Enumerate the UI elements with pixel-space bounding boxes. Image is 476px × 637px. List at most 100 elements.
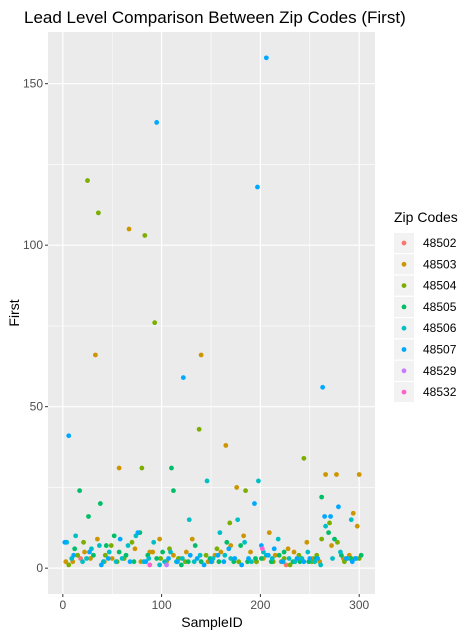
data-point-48503: [350, 510, 356, 516]
y-tick-label: 0: [36, 561, 43, 575]
x-axis-ticks: 0 100 200 300: [59, 594, 370, 612]
data-point-48532: [259, 546, 265, 552]
data-point-48503: [126, 226, 132, 232]
data-point-48507: [154, 120, 160, 125]
data-point-48503: [334, 472, 339, 477]
data-point-48506: [125, 543, 131, 548]
data-point-48505: [319, 494, 325, 500]
data-point-48506: [106, 549, 112, 555]
data-point-48507: [187, 552, 193, 558]
data-point-48506: [119, 556, 125, 561]
data-point-48505: [154, 556, 160, 561]
data-point-48504: [301, 455, 307, 461]
data-point-48505: [97, 501, 103, 506]
data-point-48505: [131, 559, 137, 565]
data-point-48504: [236, 559, 242, 565]
data-point-48504: [81, 539, 86, 545]
data-point-48507: [315, 556, 321, 561]
data-point-48503: [248, 549, 253, 555]
data-point-48503: [272, 552, 278, 558]
data-point-48507: [328, 514, 333, 519]
x-tick-label: 200: [250, 598, 270, 612]
data-point-48503: [234, 485, 240, 490]
data-point-48505: [253, 556, 258, 561]
data-point-48504: [335, 539, 340, 545]
data-point-48507: [180, 375, 186, 380]
legend-label-48502: 48502: [423, 236, 457, 250]
data-point-48506: [269, 556, 275, 561]
data-point-48507: [215, 552, 221, 558]
data-point-48504: [108, 543, 114, 548]
data-point-48529: [164, 562, 169, 568]
data-point-48503: [266, 530, 272, 536]
data-point-48504: [203, 552, 209, 558]
legend-label-48507: 48507: [423, 343, 457, 357]
data-point-48507: [343, 556, 349, 561]
data-point-48507: [135, 530, 141, 536]
data-point-48503: [93, 352, 98, 358]
data-point-48504: [158, 556, 164, 561]
data-point-48503: [223, 443, 229, 448]
data-point-48503: [63, 559, 69, 565]
data-point-48506: [157, 562, 163, 568]
data-point-48503: [116, 465, 122, 471]
legend-label-48532: 48532: [423, 385, 457, 399]
legend-label-48505: 48505: [423, 300, 457, 314]
data-point-48506: [338, 549, 343, 555]
data-point-48507: [255, 184, 260, 190]
x-tick-label: 100: [152, 598, 172, 612]
data-point-48505: [358, 552, 364, 558]
data-point-48504: [142, 233, 148, 238]
data-point-48507: [294, 556, 300, 561]
data-point-48507: [226, 546, 232, 552]
data-point-48506: [151, 539, 157, 545]
data-point-48503: [189, 536, 195, 542]
data-point-48505: [77, 488, 83, 494]
data-point-48507: [194, 556, 200, 561]
legend-label-48504: 48504: [423, 279, 457, 293]
data-point-48507: [320, 384, 326, 390]
data-point-48507: [265, 552, 271, 558]
legend-label-48529: 48529: [423, 364, 457, 378]
legend-label-48506: 48506: [423, 321, 457, 335]
data-point-48505: [86, 514, 91, 519]
data-point-48505: [123, 552, 129, 558]
data-point-48507: [301, 559, 307, 565]
data-point-48506: [80, 559, 85, 565]
major-gridlines: [48, 32, 375, 594]
data-point-48507: [208, 559, 214, 565]
data-point-48507: [221, 559, 227, 565]
data-point-48506: [318, 562, 324, 568]
data-point-48506: [146, 556, 152, 561]
data-point-48506: [228, 556, 234, 561]
data-point-48503: [183, 549, 189, 555]
data-point-48503: [356, 472, 362, 477]
data-point-48503: [198, 352, 204, 358]
data-point-48505: [198, 559, 204, 565]
data-point-48504: [152, 320, 158, 326]
data-point-48503: [109, 556, 115, 561]
data-point-48505: [258, 556, 264, 561]
data-point-48503: [218, 549, 224, 555]
data-point-48506: [242, 539, 247, 545]
data-point-48504: [319, 536, 325, 542]
data-points: [62, 55, 364, 568]
data-point-48504: [327, 520, 332, 526]
data-point-48504: [139, 465, 145, 471]
data-point-48507: [252, 501, 257, 506]
data-point-48505: [276, 552, 282, 558]
data-point-48505: [178, 562, 184, 568]
data-point-48504: [129, 539, 135, 545]
data-point-48506: [330, 556, 335, 561]
data-point-48506: [96, 543, 102, 548]
data-point-48507: [117, 536, 123, 542]
data-point-48507: [98, 562, 104, 568]
data-point-48504: [66, 562, 72, 568]
data-point-48507: [322, 514, 328, 519]
data-point-48505: [171, 488, 176, 494]
data-point-48503: [132, 546, 138, 552]
data-point-48505: [169, 465, 174, 471]
data-point-48506: [197, 552, 203, 558]
data-point-48503: [157, 536, 163, 542]
